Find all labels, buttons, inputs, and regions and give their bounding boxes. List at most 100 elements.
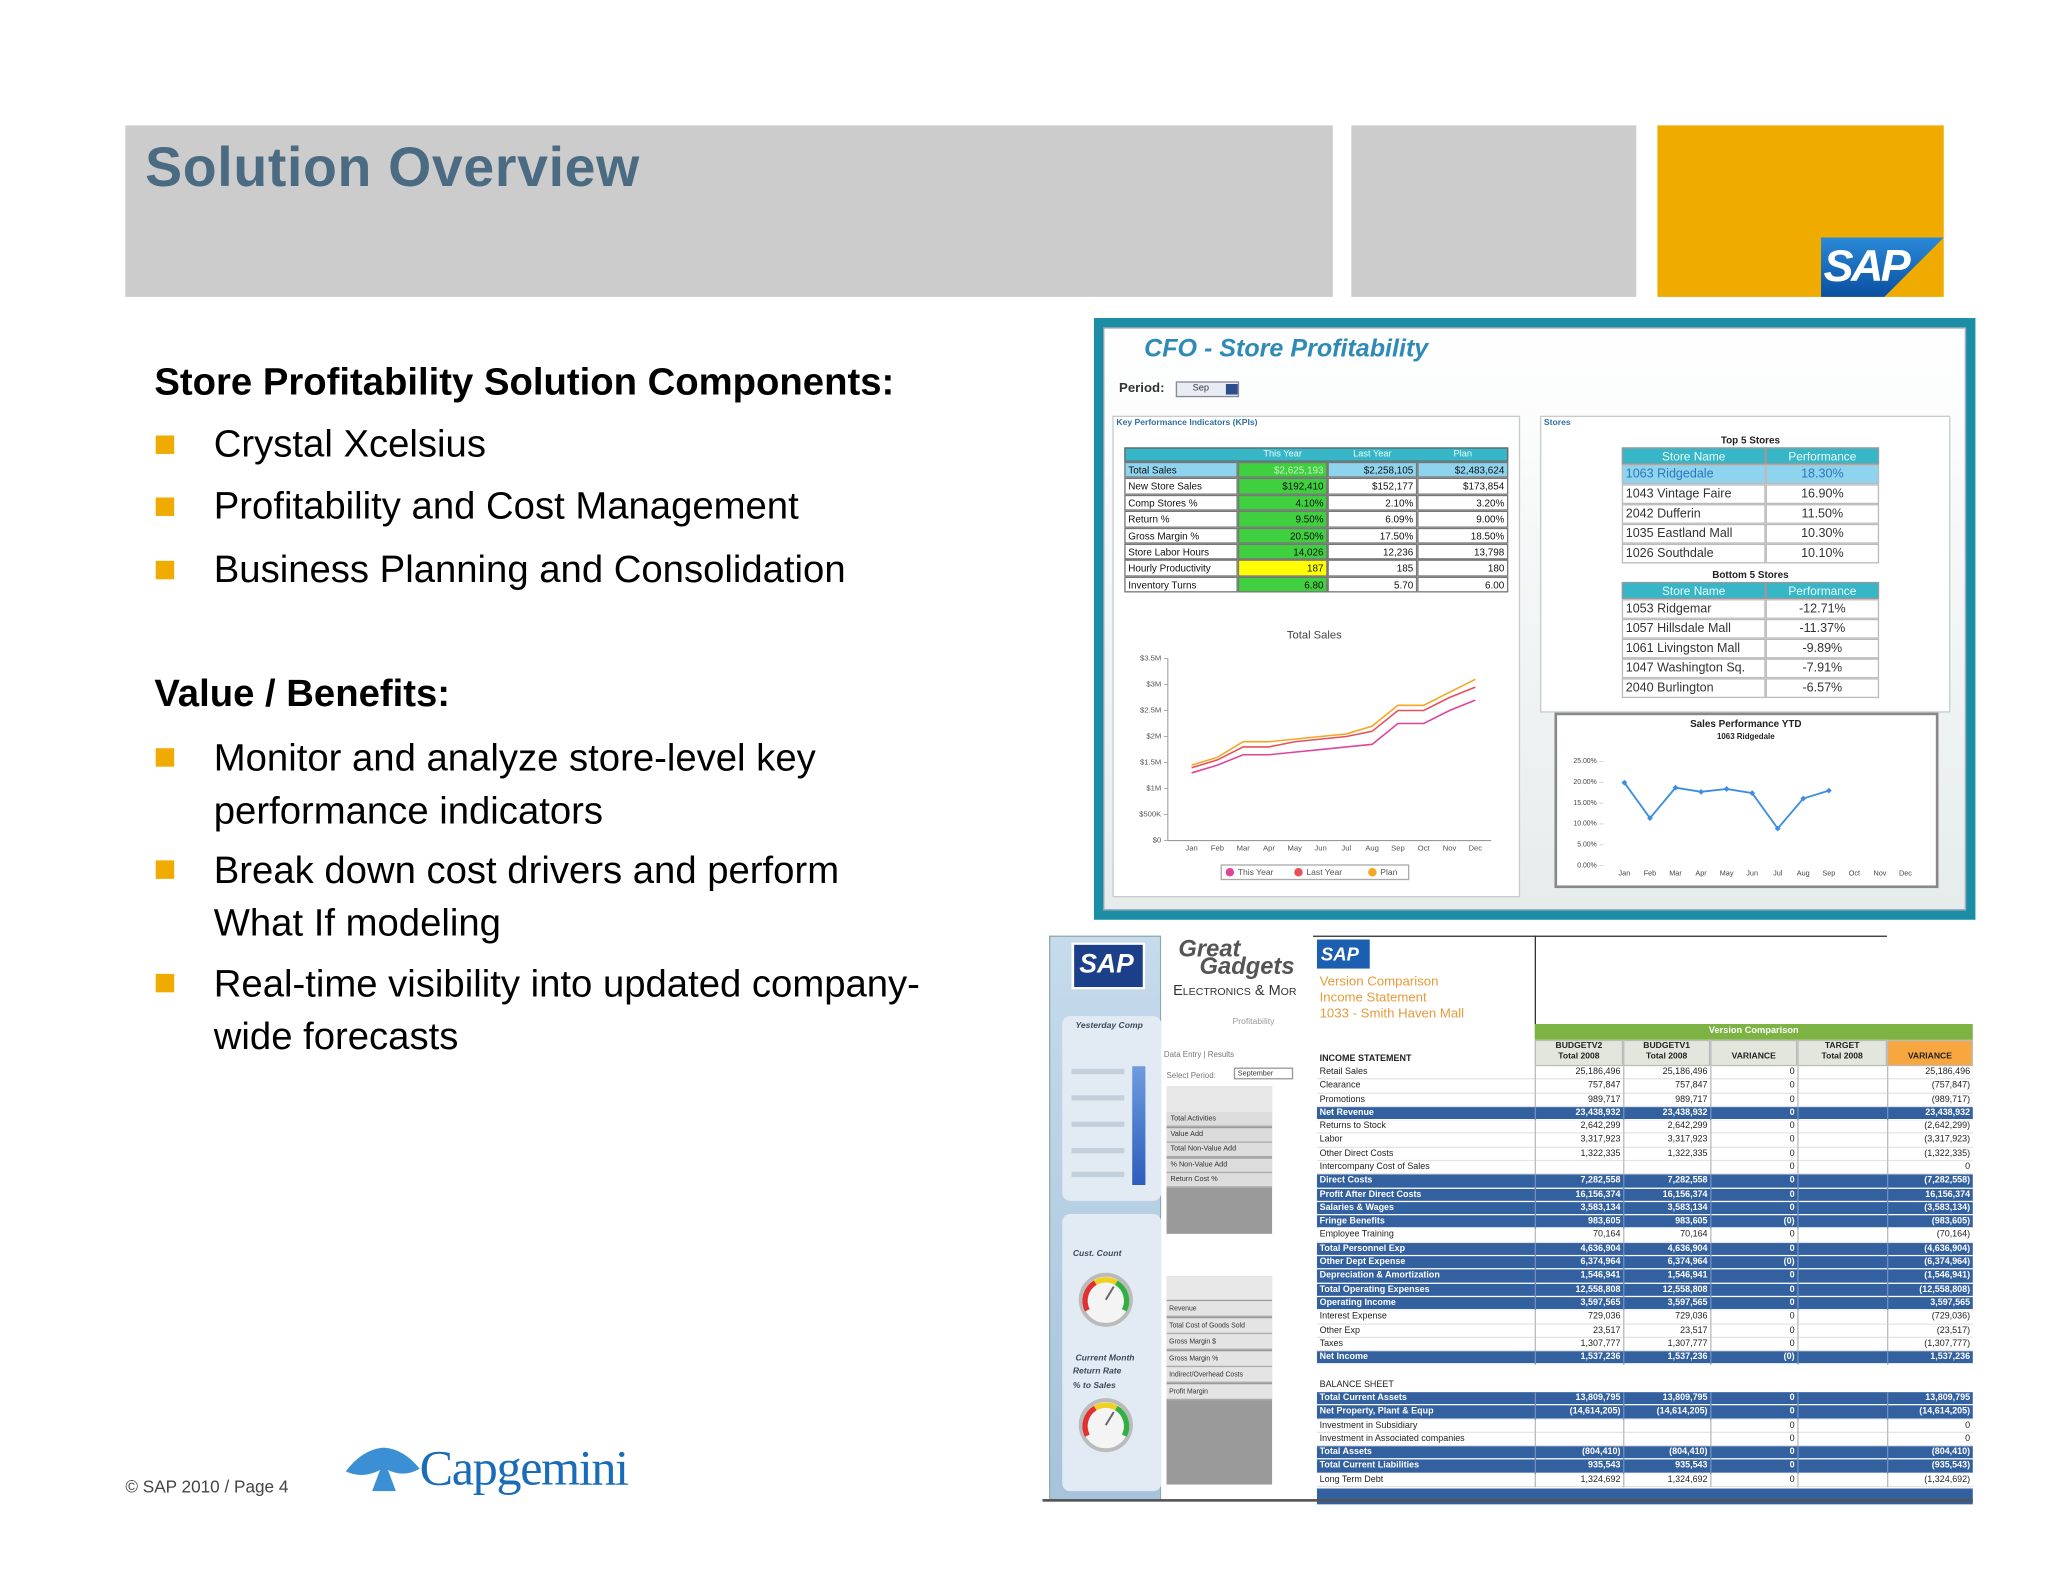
sheet-cell (1623, 1419, 1710, 1433)
gadget-grid-head (1166, 1086, 1273, 1113)
sheet-cell: 0 (1710, 1134, 1797, 1148)
kpi-cell: 2.10% (1327, 494, 1418, 511)
sheet-cell: 0 (1887, 1432, 1973, 1447)
header-box (1351, 125, 1637, 297)
kpi-cell: 18.50% (1417, 527, 1509, 544)
sheet-cell (1797, 1283, 1887, 1298)
x-tick-label: Jul (1773, 868, 1783, 877)
sheet-row-bg (1316, 1106, 1973, 1121)
sheet-column-header: Total 2008 (1645, 1051, 1688, 1061)
point (1621, 779, 1628, 786)
y-tick-label: $0 (1153, 836, 1162, 845)
x-tick-label: Dec (1899, 868, 1912, 877)
sheet-row-label: Taxes (1319, 1339, 1344, 1349)
period-dropdown: Sep (1175, 381, 1240, 398)
sheet-cell: 0 (1710, 1066, 1797, 1080)
x-tick-label: Mar (1669, 868, 1682, 877)
sheet-cell: (14,614,205) (1534, 1405, 1623, 1420)
sheet-cell: 0 (1710, 1161, 1797, 1175)
gadget-period-box: September (1233, 1067, 1294, 1080)
sheet-cell: (1,322,335) (1887, 1147, 1973, 1162)
sheet-cell: 0 (1710, 1229, 1797, 1243)
store-performance: 10.30% (1765, 523, 1880, 544)
sheet-cell (1797, 1106, 1887, 1121)
gadget-grid-head (1166, 1276, 1273, 1300)
title: Solution Overview (145, 135, 640, 198)
sheet-column-header: VARIANCE (1731, 1051, 1776, 1061)
sheet-cell: (1,546,941) (1887, 1269, 1973, 1284)
sheet-row-bg (1316, 1310, 1973, 1325)
sheet-cell (1797, 1446, 1887, 1460)
legend-label: Plan (1380, 867, 1397, 877)
store-performance: -12.71% (1765, 599, 1880, 619)
gadget-activity: Total Activities (1166, 1112, 1273, 1127)
sheet-row-label: Depreciation & Amortization (1319, 1271, 1440, 1281)
store-name: 2040 Burlington (1621, 678, 1766, 699)
gadget-sap-text: SAP (1079, 950, 1134, 980)
sheet-cell: 0 (1710, 1392, 1797, 1406)
store-name: 2042 Dufferin (1621, 504, 1766, 524)
gadget-financial: Indirect/Overhead Costs (1166, 1367, 1273, 1383)
sheet-cell (1797, 1134, 1887, 1148)
sheet-cell: 25,186,496 (1623, 1066, 1710, 1080)
sheet-cell: 2,642,299 (1534, 1120, 1623, 1135)
x-tick-label: Jan (1185, 844, 1197, 853)
legend-label: Last Year (1306, 867, 1342, 877)
sheet-row-bg (1316, 1460, 1973, 1474)
sheet-cell: (23,517) (1887, 1324, 1973, 1338)
sheet-row-label: Intercompany Cost of Sales (1319, 1162, 1430, 1172)
sheet-row-label: Total Personnel Exp (1319, 1244, 1406, 1254)
sheet-row-label: Other Exp (1319, 1325, 1360, 1335)
sheet-band: Version Comparison (1534, 1024, 1973, 1040)
bullet-text: Business Planning and Consolidation (213, 548, 846, 592)
x-tick-label: Feb (1644, 868, 1657, 877)
kpi-row-label: Inventory Turns (1124, 576, 1238, 593)
sheet-cell: 0 (1710, 1147, 1797, 1162)
sheet-cell (1797, 1297, 1887, 1311)
y-tick-label: $1M (1146, 784, 1161, 793)
gadget-logo: Electronics & Mor (1173, 983, 1297, 999)
store-name: 1061 Livingston Mall (1621, 638, 1766, 659)
sheet-row-bg (1316, 1337, 1973, 1352)
gadget-financial: Profit Margin (1166, 1383, 1273, 1400)
gadget-bar (1132, 1066, 1146, 1185)
kpi-cell: 20.50% (1237, 527, 1328, 544)
sheet-row-bg (1316, 1297, 1973, 1311)
sheet-cell: 70,164 (1534, 1229, 1623, 1243)
gadget-label: Return Rate (1072, 1367, 1122, 1377)
gadget-label: Yesterday Comp (1075, 1021, 1143, 1031)
sheet-row-bg (1316, 1269, 1973, 1284)
kpi-cell: $2,258,105 (1327, 461, 1418, 479)
sheet-column-cell (1887, 1039, 1973, 1067)
gadget-period: September (1237, 1070, 1274, 1079)
store-name: 1053 Ridgemar (1621, 599, 1766, 619)
sheet-cell: 0 (1710, 1202, 1797, 1216)
gauge-needle (1104, 1286, 1115, 1301)
sheet-cell: (14,614,205) (1623, 1405, 1710, 1420)
stores-column-header: Performance (1765, 581, 1880, 600)
y-tick-label: $500K (1139, 810, 1162, 819)
gadget-label: Current Month (1075, 1353, 1135, 1364)
x-tick-label: Jun (1314, 844, 1326, 853)
kpi-column-header: This Year (1263, 449, 1302, 460)
sheet-row-bg (1316, 1229, 1973, 1243)
sheet-cell: 0 (1710, 1419, 1797, 1433)
sheet-cell: 25,186,496 (1887, 1066, 1973, 1080)
sheet-row-label: Total Current Assets (1319, 1393, 1407, 1403)
sheet-cell (1797, 1310, 1887, 1325)
gadget-activity: % Non-Value Add (1166, 1157, 1273, 1173)
bullet-text: Break down cost drivers and perform What… (213, 849, 840, 945)
sheet-column-cell (1710, 1039, 1798, 1067)
gadget-label: % to Sales (1072, 1381, 1116, 1391)
kpi-cell: 17.50% (1327, 527, 1418, 544)
x-tick-label: Nov (1443, 844, 1457, 853)
sheet-section-title: INCOME STATEMENT (1319, 1053, 1412, 1064)
line-series (1191, 678, 1476, 766)
x-tick-label: Oct (1849, 868, 1860, 877)
gadget-blur-row (1071, 1148, 1125, 1154)
legend-swatch (1294, 868, 1303, 877)
x-tick-label: Oct (1418, 844, 1431, 853)
period-label: Period: (1119, 381, 1165, 396)
sheet-cell: 1,537,236 (1887, 1351, 1973, 1365)
sheet-cell: 729,036 (1623, 1310, 1710, 1325)
